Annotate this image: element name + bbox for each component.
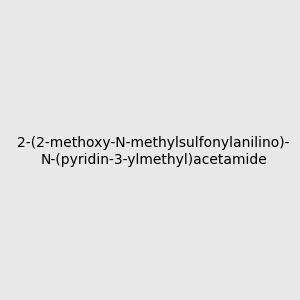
Text: 2-(2-methoxy-N-methylsulfonylanilino)-
N-(pyridin-3-ylmethyl)acetamide: 2-(2-methoxy-N-methylsulfonylanilino)- N… — [17, 136, 290, 166]
